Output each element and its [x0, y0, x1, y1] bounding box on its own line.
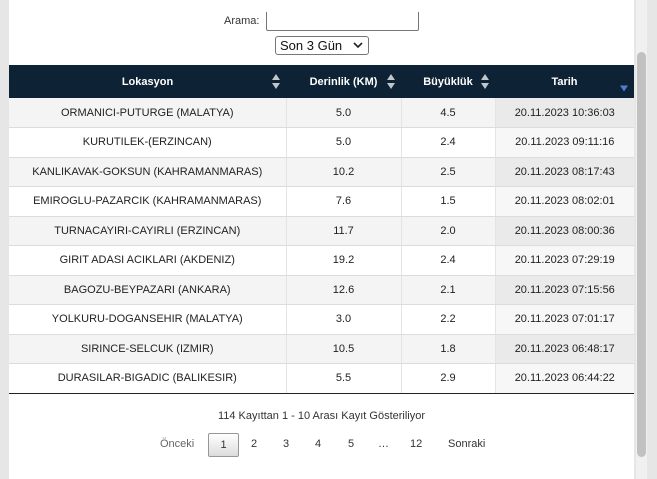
search-label: Arama: [224, 15, 260, 27]
content-panel: Arama: Son 3 Gün Lokasyon Derinlik (KM) … [9, 0, 634, 479]
cell-depth: 5.0 [285, 127, 401, 158]
cell-date: 20.11.2023 10:36:03 [494, 98, 634, 128]
cell-location: DURASILAR-BIGADIC (BALIKESIR) [9, 363, 286, 394]
column-header-label: Büyüklük [423, 75, 473, 88]
table-row: KURUTILEK-(ERZINCAN) 5.0 2.4 20.11.2023 09:… [9, 127, 634, 158]
next-page-button[interactable]: Sonraki [448, 438, 486, 450]
cell-date: 20.11.2023 07:29:19 [494, 245, 634, 276]
table-row: ORMANICI-PUTURGE (MALATYA) 5.0 4.5 20.11.20… [9, 98, 634, 128]
cell-depth: 5.5 [285, 363, 401, 394]
cell-depth: 19.2 [285, 245, 401, 276]
pagination: Önceki 1 2 3 4 5 … 12 Sonraki [9, 432, 634, 458]
cell-location: EMIROGLU-PAZARCIK (KAHRAMANMARAS) [9, 186, 286, 217]
page-button-2[interactable]: 2 [251, 438, 258, 450]
cell-magnitude: 2.9 [400, 363, 495, 394]
column-header-date[interactable]: Tarih [495, 65, 634, 98]
cell-date: 20.11.2023 07:15:56 [494, 275, 634, 305]
table-row: YOLKURU-DOGANSEHIR (MALATYA) 3.0 2.2 20.11.… [9, 304, 634, 335]
table-row: TURNACAYIRI-CAYIRLI (ERZINCAN) 11.7 2.0 20.… [9, 216, 634, 246]
chevron-down-icon [353, 42, 363, 49]
cell-location: YOLKURU-DOGANSEHIR (MALATYA) [9, 304, 286, 335]
column-header-label: Tarih [551, 75, 578, 88]
page-button-4[interactable]: 4 [315, 438, 322, 450]
vertical-scrollbar[interactable] [636, 0, 647, 479]
cell-depth: 3.0 [285, 304, 401, 335]
table-row: DURASILAR-BIGADIC (BALIKESIR) 5.5 2.9 20.11… [9, 363, 634, 394]
cell-location: KANLIKAVAK-GOKSUN (KAHRAMANMARAS) [9, 157, 286, 187]
sort-both-icon [387, 74, 395, 89]
page-button-1[interactable]: 1 [208, 433, 239, 457]
cell-magnitude: 2.4 [400, 127, 495, 158]
cell-location: SIRINCE-SELCUK (IZMIR) [9, 334, 286, 364]
table-body: ORMANICI-PUTURGE (MALATYA) 5.0 4.5 20.11.20… [9, 98, 634, 394]
table-header-row: Lokasyon Derinlik (KM) Büyüklük Tarih [9, 65, 634, 98]
cell-date: 20.11.2023 06:44:22 [494, 363, 634, 394]
cell-location: KURUTILEK-(ERZINCAN) [9, 127, 286, 158]
cell-magnitude: 2.4 [400, 245, 495, 276]
cell-location: ORMANICI-PUTURGE (MALATYA) [9, 98, 286, 128]
page-button-5[interactable]: 5 [348, 438, 355, 450]
sort-desc-icon [620, 85, 628, 92]
cell-location: BAGOZU-BEYPAZARI (ANKARA) [9, 275, 286, 305]
cell-location: TURNACAYIRI-CAYIRLI (ERZINCAN) [9, 216, 286, 246]
column-header-label: Derinlik (KM) [309, 75, 378, 88]
table-row: BAGOZU-BEYPAZARI (ANKARA) 12.6 2.1 20.11.20… [9, 275, 634, 305]
cell-magnitude: 2.5 [400, 157, 495, 187]
cell-depth: 7.6 [285, 186, 401, 217]
cell-magnitude: 2.0 [400, 216, 495, 246]
time-range-selected: Son 3 Gün [280, 38, 343, 53]
cell-magnitude: 1.5 [400, 186, 495, 217]
cell-magnitude: 2.1 [400, 275, 495, 305]
cell-date: 20.11.2023 08:02:01 [494, 186, 634, 217]
cell-depth: 12.6 [285, 275, 401, 305]
cell-date: 20.11.2023 09:11:16 [494, 127, 634, 158]
cell-date: 20.11.2023 08:00:36 [494, 216, 634, 246]
cell-date: 20.11.2023 06:48:17 [494, 334, 634, 364]
table-row: GIRIT ADASI ACIKLARI (AKDENIZ) 19.2 2.4 20.… [9, 245, 634, 276]
cell-magnitude: 1.8 [400, 334, 495, 364]
cell-depth: 10.2 [285, 157, 401, 187]
search-input[interactable] [266, 12, 419, 31]
column-header-location[interactable]: Lokasyon [9, 65, 286, 98]
cell-date: 20.11.2023 07:01:17 [494, 304, 634, 335]
table-row: EMIROGLU-PAZARCIK (KAHRAMANMARAS) 7.6 1.5 2… [9, 186, 634, 217]
prev-page-button[interactable]: Önceki [160, 438, 195, 450]
cell-depth: 5.0 [285, 98, 401, 128]
page-button-12[interactable]: 12 [410, 438, 423, 450]
column-header-depth[interactable]: Derinlik (KM) [286, 65, 401, 98]
page-button-3[interactable]: 3 [283, 438, 290, 450]
scrollbar-thumb[interactable] [637, 52, 646, 457]
sort-both-icon [481, 74, 489, 89]
table-row: SIRINCE-SELCUK (IZMIR) 10.5 1.8 20.11.2023 … [9, 334, 634, 364]
cell-depth: 11.7 [285, 216, 401, 246]
cell-magnitude: 4.5 [400, 98, 495, 128]
table-row: KANLIKAVAK-GOKSUN (KAHRAMANMARAS) 10.2 2.5… [9, 157, 634, 187]
sort-both-icon [272, 74, 280, 89]
cell-magnitude: 2.2 [400, 304, 495, 335]
table-info: 114 Kayıttan 1 - 10 Arası Kayıt Gösteril… [217, 410, 426, 422]
cell-location: GIRIT ADASI ACIKLARI (AKDENIZ) [9, 245, 286, 276]
search-row: Arama: [9, 12, 634, 32]
page-ellipsis: … [378, 438, 389, 450]
cell-date: 20.11.2023 08:17:43 [494, 157, 634, 187]
time-range-select[interactable]: Son 3 Gün [275, 36, 369, 55]
earthquake-table: Lokasyon Derinlik (KM) Büyüklük Tarih OR… [9, 65, 634, 394]
cell-depth: 10.5 [285, 334, 401, 364]
column-header-label: Lokasyon [121, 75, 174, 88]
column-header-magnitude[interactable]: Büyüklük [401, 65, 495, 98]
